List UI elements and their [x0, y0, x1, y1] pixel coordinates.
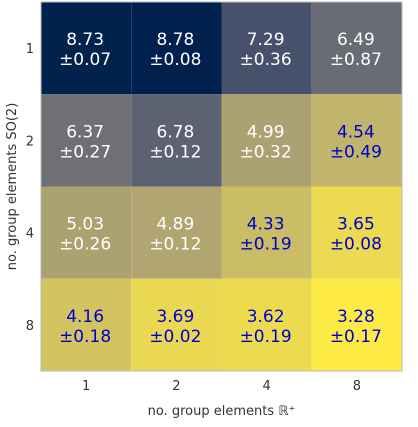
y-axis-label: no. group elements SO(2)	[5, 103, 20, 271]
cell-std-label: ±0.08	[330, 235, 382, 255]
cell-mean-label: 7.29	[247, 30, 285, 50]
y-tick-label: 4	[26, 227, 34, 242]
heatmap-cell	[41, 186, 132, 279]
cell-std-label: ±0.19	[240, 327, 292, 347]
y-tick-label: 8	[26, 319, 34, 334]
cell-mean-label: 4.54	[337, 122, 375, 142]
heatmap-cell	[311, 94, 402, 187]
cell-std-label: ±0.17	[330, 327, 382, 347]
cell-std-label: ±0.12	[149, 235, 201, 255]
cell-std-label: ±0.36	[240, 50, 292, 70]
y-tick-label: 2	[26, 134, 34, 149]
x-tick-label: 1	[82, 379, 90, 394]
cell-std-label: ±0.18	[59, 327, 111, 347]
x-axis-label: no. group elements ℝ⁺	[148, 404, 296, 419]
cell-std-label: ±0.02	[149, 327, 201, 347]
cell-std-label: ±0.19	[240, 235, 292, 255]
heatmap-cell	[221, 94, 312, 187]
heatmap-cell	[41, 278, 132, 371]
x-tick-label: 2	[172, 379, 180, 394]
plot-frame	[40, 1, 403, 372]
cell-mean-label: 8.78	[156, 30, 194, 50]
cell-std-label: ±0.49	[330, 142, 382, 162]
cell-std-label: ±0.87	[330, 50, 382, 70]
heatmap-cell	[311, 278, 402, 371]
cell-mean-label: 3.65	[337, 215, 375, 235]
heatmap-cell	[41, 2, 132, 95]
cell-mean-label: 4.99	[247, 122, 285, 142]
cell-std-label: ±0.32	[240, 142, 292, 162]
cell-std-label: ±0.26	[59, 235, 111, 255]
cell-mean-label: 8.73	[66, 30, 104, 50]
x-tick-label: 4	[262, 379, 270, 394]
cell-std-label: ±0.07	[59, 50, 111, 70]
cell-mean-label: 3.28	[337, 307, 375, 327]
cell-mean-label: 6.78	[156, 122, 194, 142]
heatmap-cell	[131, 278, 222, 371]
cell-mean-label: 5.03	[66, 215, 104, 235]
cell-std-label: ±0.27	[59, 142, 111, 162]
cell-mean-label: 4.33	[247, 215, 285, 235]
heatmap-cell	[311, 186, 402, 279]
heatmap-cell	[221, 278, 312, 371]
heatmap-cell	[221, 2, 312, 95]
heatmap-cell	[131, 2, 222, 95]
cell-mean-label: 6.49	[337, 30, 375, 50]
heatmap-cell	[41, 94, 132, 187]
heatmap-cell	[221, 186, 312, 279]
heatmap-cell	[131, 94, 222, 187]
x-tick-label: 8	[353, 379, 361, 394]
y-tick-label: 1	[26, 42, 34, 57]
heatmap-cell	[131, 186, 222, 279]
heatmap-cell	[311, 2, 402, 95]
cell-mean-label: 4.16	[66, 307, 104, 327]
cell-mean-label: 6.37	[66, 122, 104, 142]
cell-mean-label: 3.62	[247, 307, 285, 327]
cell-std-label: ±0.12	[149, 142, 201, 162]
cell-std-label: ±0.08	[149, 50, 201, 70]
cell-mean-label: 4.89	[156, 215, 194, 235]
cell-mean-label: 3.69	[156, 307, 194, 327]
